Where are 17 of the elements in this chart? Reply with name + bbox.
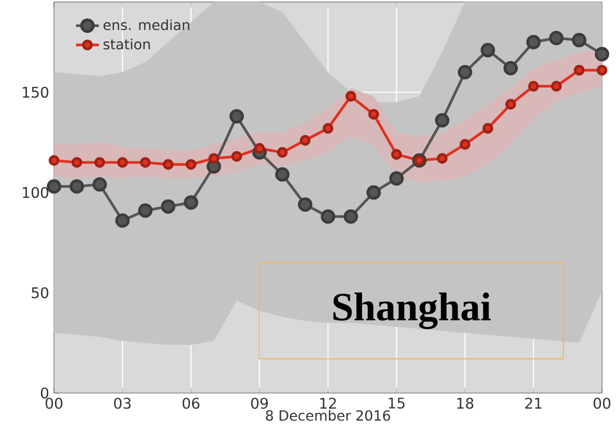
y-tick-label: 0 — [40, 387, 48, 399]
legend-label: ens. median — [104, 19, 190, 30]
x-tick-label: 03 — [114, 398, 131, 409]
y-tick-label: 100 — [22, 186, 48, 198]
x-tick-label: 21 — [525, 398, 542, 409]
x-axis-title: 8 December 2016 — [266, 410, 390, 421]
x-tick-label: 12 — [320, 398, 336, 409]
y-tick-label: 150 — [22, 86, 48, 98]
x-tick-label: 18 — [457, 398, 474, 409]
x-tick-label: 00 — [46, 398, 62, 409]
annotation: Shanghai — [333, 292, 491, 330]
x-tick-label: 06 — [182, 398, 200, 409]
x-tick-label: 15 — [388, 398, 405, 409]
x-tick-label: 00 — [594, 398, 610, 409]
x-tick-label: 09 — [251, 398, 268, 409]
legend-label: station — [104, 38, 150, 50]
y-tick-label: 50 — [32, 287, 48, 298]
